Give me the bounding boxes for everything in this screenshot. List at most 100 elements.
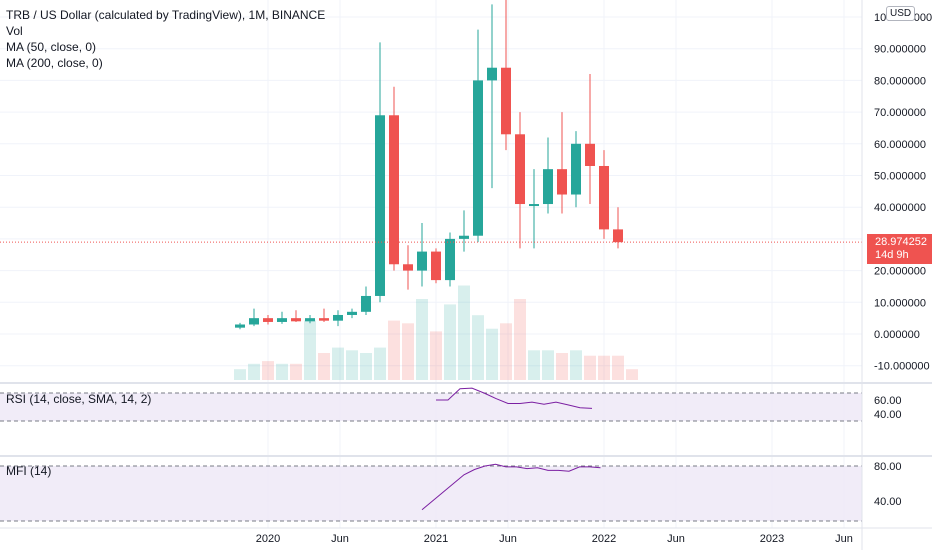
rsi-axis[interactable]: 60.00 40.00 [874, 395, 902, 421]
time-tick-label: 2022 [592, 533, 616, 545]
candle-body [361, 295, 371, 312]
candle-body [487, 67, 497, 81]
mfi-axis[interactable]: 80.00 40.00 [874, 461, 902, 508]
volume-bar [374, 347, 386, 380]
price-tick-label: 90.000000 [874, 44, 926, 56]
last-price-value: 28.974252 [875, 236, 927, 248]
candle-body [249, 318, 259, 325]
candle-body [501, 67, 511, 135]
candle-body [263, 318, 273, 322]
candle-body [389, 115, 399, 265]
time-tick-label: 2023 [760, 533, 784, 545]
price-tick-label: -10.000000 [874, 361, 930, 373]
volume-bar [570, 350, 582, 380]
candle-body [333, 314, 343, 321]
ma200-legend[interactable]: MA (200, close, 0) [6, 56, 103, 70]
mfi-legend[interactable]: MFI (14) [6, 464, 52, 478]
candle-body [347, 311, 357, 315]
price-tick-label: 80.000000 [874, 75, 926, 87]
candle-body [585, 143, 595, 166]
candle-body [277, 318, 287, 322]
volume-bar [290, 363, 302, 380]
volume-bar [584, 355, 596, 380]
candle-body [291, 318, 301, 322]
candle-body [431, 251, 441, 281]
currency-button[interactable]: USD [886, 6, 916, 21]
candle-body [557, 169, 567, 195]
volume-bar [444, 304, 456, 380]
volume-bar [514, 299, 526, 380]
candle-body [445, 238, 455, 281]
candle-body [403, 264, 413, 271]
price-tick-label: 0.000000 [874, 329, 920, 341]
volume-bar [458, 285, 470, 380]
ma50-legend[interactable]: MA (50, close, 0) [6, 40, 97, 54]
rsi-band [0, 393, 862, 421]
candle-body [515, 134, 525, 205]
chart-legend: TRB / US Dollar (calculated by TradingVi… [6, 7, 325, 71]
volume-bar [626, 369, 638, 380]
price-axis[interactable]: 100.00000090.00000080.00000070.00000060.… [874, 12, 932, 373]
price-tick-label: 10.000000 [874, 297, 926, 309]
volume-bar [430, 331, 442, 380]
mfi-line [421, 463, 601, 511]
rsi-tick-label: 40.00 [874, 409, 902, 421]
bar-countdown: 14d 9h [875, 249, 909, 261]
candle-body [459, 235, 469, 239]
volume-bar [234, 369, 246, 380]
mfi-tick-label: 40.00 [874, 496, 902, 508]
candle-body [319, 318, 329, 321]
candle-body [599, 165, 609, 230]
price-tick-label: 50.000000 [874, 171, 926, 183]
volume-bar [486, 328, 498, 380]
volume-bar [542, 350, 554, 380]
time-tick-label: Jun [499, 533, 517, 545]
volume-legend[interactable]: Vol [6, 24, 23, 38]
symbol-title[interactable]: TRB / US Dollar (calculated by TradingVi… [6, 8, 326, 22]
time-tick-label: Jun [835, 533, 853, 545]
rsi-legend[interactable]: RSI (14, close, SMA, 14, 2) [6, 392, 152, 406]
volume-bar [346, 350, 358, 380]
volume-bar [262, 361, 274, 380]
time-tick-label: Jun [667, 533, 685, 545]
price-tick-label: 70.000000 [874, 107, 926, 119]
volume-bar [332, 347, 344, 380]
rsi-line [436, 387, 593, 409]
price-tick-label: 20.000000 [874, 266, 926, 278]
last-price-tag: 28.974252 14d 9h [867, 234, 932, 264]
candle-body [571, 143, 581, 195]
candle-body [613, 229, 623, 243]
time-tick-label: 2021 [424, 533, 448, 545]
time-tick-label: 2020 [256, 533, 280, 545]
volume-bar [402, 323, 414, 380]
candle-body [543, 169, 553, 205]
volume-bar [304, 320, 316, 380]
volume-bar [500, 323, 512, 380]
rsi-tick-label: 60.00 [874, 395, 902, 407]
candle-body [375, 115, 385, 296]
candle-body [417, 251, 427, 271]
volume-bar [388, 320, 400, 380]
price-tick-label: 60.000000 [874, 139, 926, 151]
mfi-tick-label: 80.00 [874, 461, 902, 473]
volume-bar [612, 355, 624, 380]
volume-bar [248, 363, 260, 380]
volume-bars [234, 285, 638, 380]
volume-bar [318, 353, 330, 380]
grid-lines [0, 0, 862, 528]
time-tick-label: Jun [331, 533, 349, 545]
candle-body [473, 80, 483, 236]
price-tick-label: 40.000000 [874, 202, 926, 214]
mfi-band [0, 466, 862, 521]
time-axis[interactable]: 2020 Jun 2021 Jun 2022 Jun 2023 Jun [256, 533, 853, 545]
volume-bar [416, 299, 428, 380]
volume-bar [472, 315, 484, 380]
volume-bar [598, 355, 610, 380]
volume-bar [360, 353, 372, 380]
volume-bar [528, 350, 540, 380]
candle-body [305, 318, 315, 322]
candle-body [235, 324, 245, 328]
price-candles [235, 0, 623, 330]
